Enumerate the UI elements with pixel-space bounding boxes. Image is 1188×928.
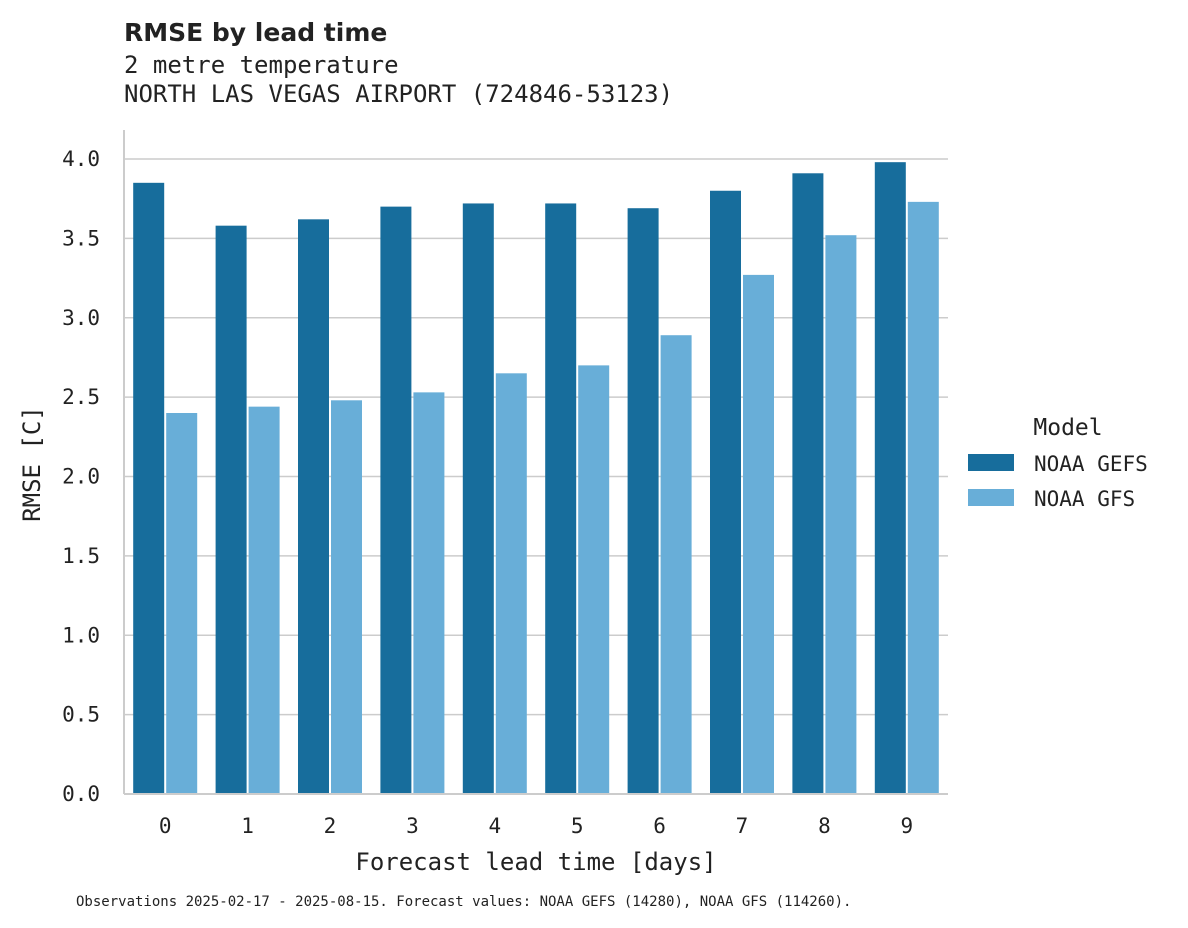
bar-gefs [545,203,577,794]
bars [133,162,939,795]
bar-gfs [578,365,610,794]
legend-label-gefs: NOAA GEFS [1034,452,1148,476]
x-tick-label: 8 [818,814,831,838]
legend-swatch-gfs [968,489,1014,506]
x-tick-label: 2 [324,814,337,838]
y-tick-label: 0.5 [62,703,100,727]
bar-gfs [248,406,280,794]
bar-gefs [298,219,329,794]
footnote: Observations 2025-02-17 - 2025-08-15. Fo… [76,894,851,910]
bar-gefs [710,190,741,794]
bar-gefs [380,206,412,794]
bar-gfs [495,373,527,794]
legend-swatch-gefs [968,454,1014,471]
bar-gfs [907,201,939,795]
y-tick-labels: 0.0 0.5 1.0 1.5 2.0 2.5 3.0 3.5 4.0 [62,147,100,806]
x-tick-label: 3 [406,814,419,838]
bar-gfs [166,413,198,794]
x-axis-label: Forecast lead time [days] [355,848,716,876]
bar-gefs [874,162,906,795]
chart-title: RMSE by lead time [124,18,387,47]
bar-gfs [825,235,857,794]
y-tick-label: 1.5 [62,544,100,568]
y-tick-label: 2.0 [62,465,100,489]
bar-gefs [215,225,247,795]
legend-title: Model [1033,415,1102,441]
bar-gefs [133,182,165,794]
x-tick-labels: 0 1 2 3 4 5 6 7 8 9 [159,814,913,838]
y-axis-label: RMSE [C] [18,406,46,522]
x-tick-label: 5 [571,814,584,838]
axes [123,130,948,795]
bar-gefs [462,203,494,794]
gridlines [124,158,948,795]
legend-label-gfs: NOAA GFS [1034,487,1135,511]
legend: Model NOAA GEFS NOAA GFS [968,415,1148,511]
bar-gfs [743,274,774,794]
y-tick-label: 0.0 [62,782,100,806]
x-tick-label: 0 [159,814,172,838]
y-tick-label: 1.0 [62,623,100,647]
bar-gefs [792,173,824,795]
y-tick-label: 3.0 [62,306,100,330]
x-tick-label: 4 [488,814,501,838]
bar-gfs [413,392,445,794]
y-tick-label: 2.5 [62,385,100,409]
x-tick-label: 9 [900,814,913,838]
chart-subtitle-variable: 2 metre temperature [124,51,399,79]
x-tick-label: 7 [736,814,749,838]
y-tick-label: 3.5 [62,226,100,250]
x-tick-label: 6 [653,814,666,838]
bar-gfs [331,400,362,794]
y-tick-label: 4.0 [62,147,100,171]
bar-gfs [660,335,692,794]
x-tick-label: 1 [241,814,254,838]
chart-subtitle-station: NORTH LAS VEGAS AIRPORT (724846-53123) [124,80,673,108]
bar-gefs [627,208,659,794]
